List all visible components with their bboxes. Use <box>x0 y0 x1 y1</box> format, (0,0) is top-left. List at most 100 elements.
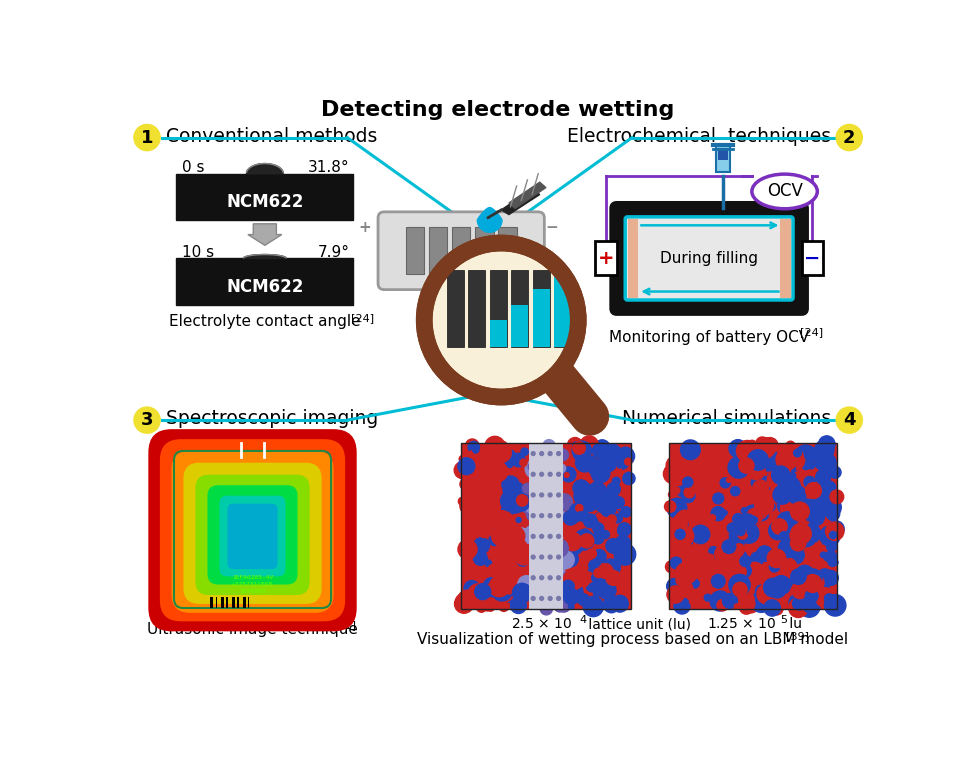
Circle shape <box>503 555 524 575</box>
Circle shape <box>612 493 618 499</box>
Circle shape <box>747 527 757 536</box>
Circle shape <box>685 522 701 537</box>
Circle shape <box>824 594 834 603</box>
Circle shape <box>680 543 693 555</box>
Circle shape <box>481 598 494 611</box>
Circle shape <box>744 563 765 584</box>
Circle shape <box>823 552 833 561</box>
Circle shape <box>557 452 561 456</box>
Polygon shape <box>244 255 286 259</box>
Circle shape <box>803 525 820 543</box>
Circle shape <box>518 526 536 543</box>
Circle shape <box>557 514 561 518</box>
Circle shape <box>509 569 523 584</box>
Circle shape <box>796 505 814 523</box>
Circle shape <box>777 558 797 578</box>
Circle shape <box>615 452 626 463</box>
FancyBboxPatch shape <box>628 219 639 298</box>
Circle shape <box>612 497 624 509</box>
Circle shape <box>785 516 794 524</box>
Circle shape <box>473 552 487 565</box>
Circle shape <box>756 437 769 450</box>
Circle shape <box>539 493 543 497</box>
Circle shape <box>539 576 543 580</box>
Circle shape <box>774 557 786 569</box>
Circle shape <box>551 561 565 575</box>
Text: 10 s: 10 s <box>183 245 215 260</box>
Circle shape <box>556 494 573 511</box>
Text: [21]: [21] <box>332 620 356 630</box>
Circle shape <box>510 598 527 614</box>
Circle shape <box>537 497 554 514</box>
Circle shape <box>675 533 690 549</box>
Circle shape <box>502 488 519 505</box>
Circle shape <box>618 599 623 604</box>
Circle shape <box>709 546 718 556</box>
Circle shape <box>516 495 528 506</box>
Circle shape <box>538 573 545 580</box>
Circle shape <box>682 477 693 487</box>
Circle shape <box>573 441 592 461</box>
Circle shape <box>816 596 823 604</box>
Circle shape <box>562 522 579 539</box>
Circle shape <box>458 457 474 474</box>
Circle shape <box>679 519 688 529</box>
Circle shape <box>557 576 561 580</box>
Circle shape <box>573 442 585 454</box>
Circle shape <box>490 560 508 578</box>
Text: +375731C668: +375731C668 <box>232 582 273 587</box>
Text: 7.9°: 7.9° <box>318 245 350 260</box>
Circle shape <box>698 554 718 574</box>
Text: +: + <box>359 220 371 235</box>
FancyBboxPatch shape <box>378 212 544 289</box>
Circle shape <box>581 529 589 536</box>
Circle shape <box>583 514 597 528</box>
Circle shape <box>690 512 703 524</box>
Circle shape <box>134 125 160 151</box>
Circle shape <box>460 479 470 490</box>
FancyBboxPatch shape <box>237 598 239 608</box>
Circle shape <box>778 498 794 514</box>
Circle shape <box>767 503 776 511</box>
Circle shape <box>621 507 631 517</box>
Circle shape <box>500 575 513 589</box>
Circle shape <box>573 442 579 448</box>
Circle shape <box>826 507 840 521</box>
Circle shape <box>562 554 572 563</box>
Circle shape <box>806 604 816 614</box>
Circle shape <box>496 589 504 598</box>
Circle shape <box>751 478 760 487</box>
Circle shape <box>707 463 715 472</box>
Circle shape <box>564 563 573 571</box>
Circle shape <box>556 568 570 581</box>
Circle shape <box>532 514 536 518</box>
Circle shape <box>605 461 621 479</box>
Circle shape <box>764 578 782 597</box>
Circle shape <box>563 582 583 602</box>
Circle shape <box>543 450 555 461</box>
Circle shape <box>594 590 601 597</box>
FancyBboxPatch shape <box>490 270 506 347</box>
Circle shape <box>517 554 529 566</box>
Circle shape <box>469 441 479 453</box>
Circle shape <box>473 515 480 522</box>
Circle shape <box>712 493 724 504</box>
Circle shape <box>683 444 692 452</box>
Circle shape <box>551 506 560 514</box>
Circle shape <box>674 543 678 549</box>
Circle shape <box>592 533 604 544</box>
FancyBboxPatch shape <box>221 598 224 608</box>
Circle shape <box>710 515 715 521</box>
Circle shape <box>727 588 746 607</box>
Circle shape <box>676 529 685 539</box>
Circle shape <box>134 407 160 433</box>
Circle shape <box>533 448 548 464</box>
Circle shape <box>725 581 740 595</box>
Circle shape <box>577 483 592 497</box>
Circle shape <box>722 510 727 515</box>
Circle shape <box>777 469 790 483</box>
Text: 2.5 $\times$ 10: 2.5 $\times$ 10 <box>511 617 573 631</box>
Circle shape <box>545 584 550 588</box>
Circle shape <box>789 461 799 471</box>
Circle shape <box>601 501 616 516</box>
